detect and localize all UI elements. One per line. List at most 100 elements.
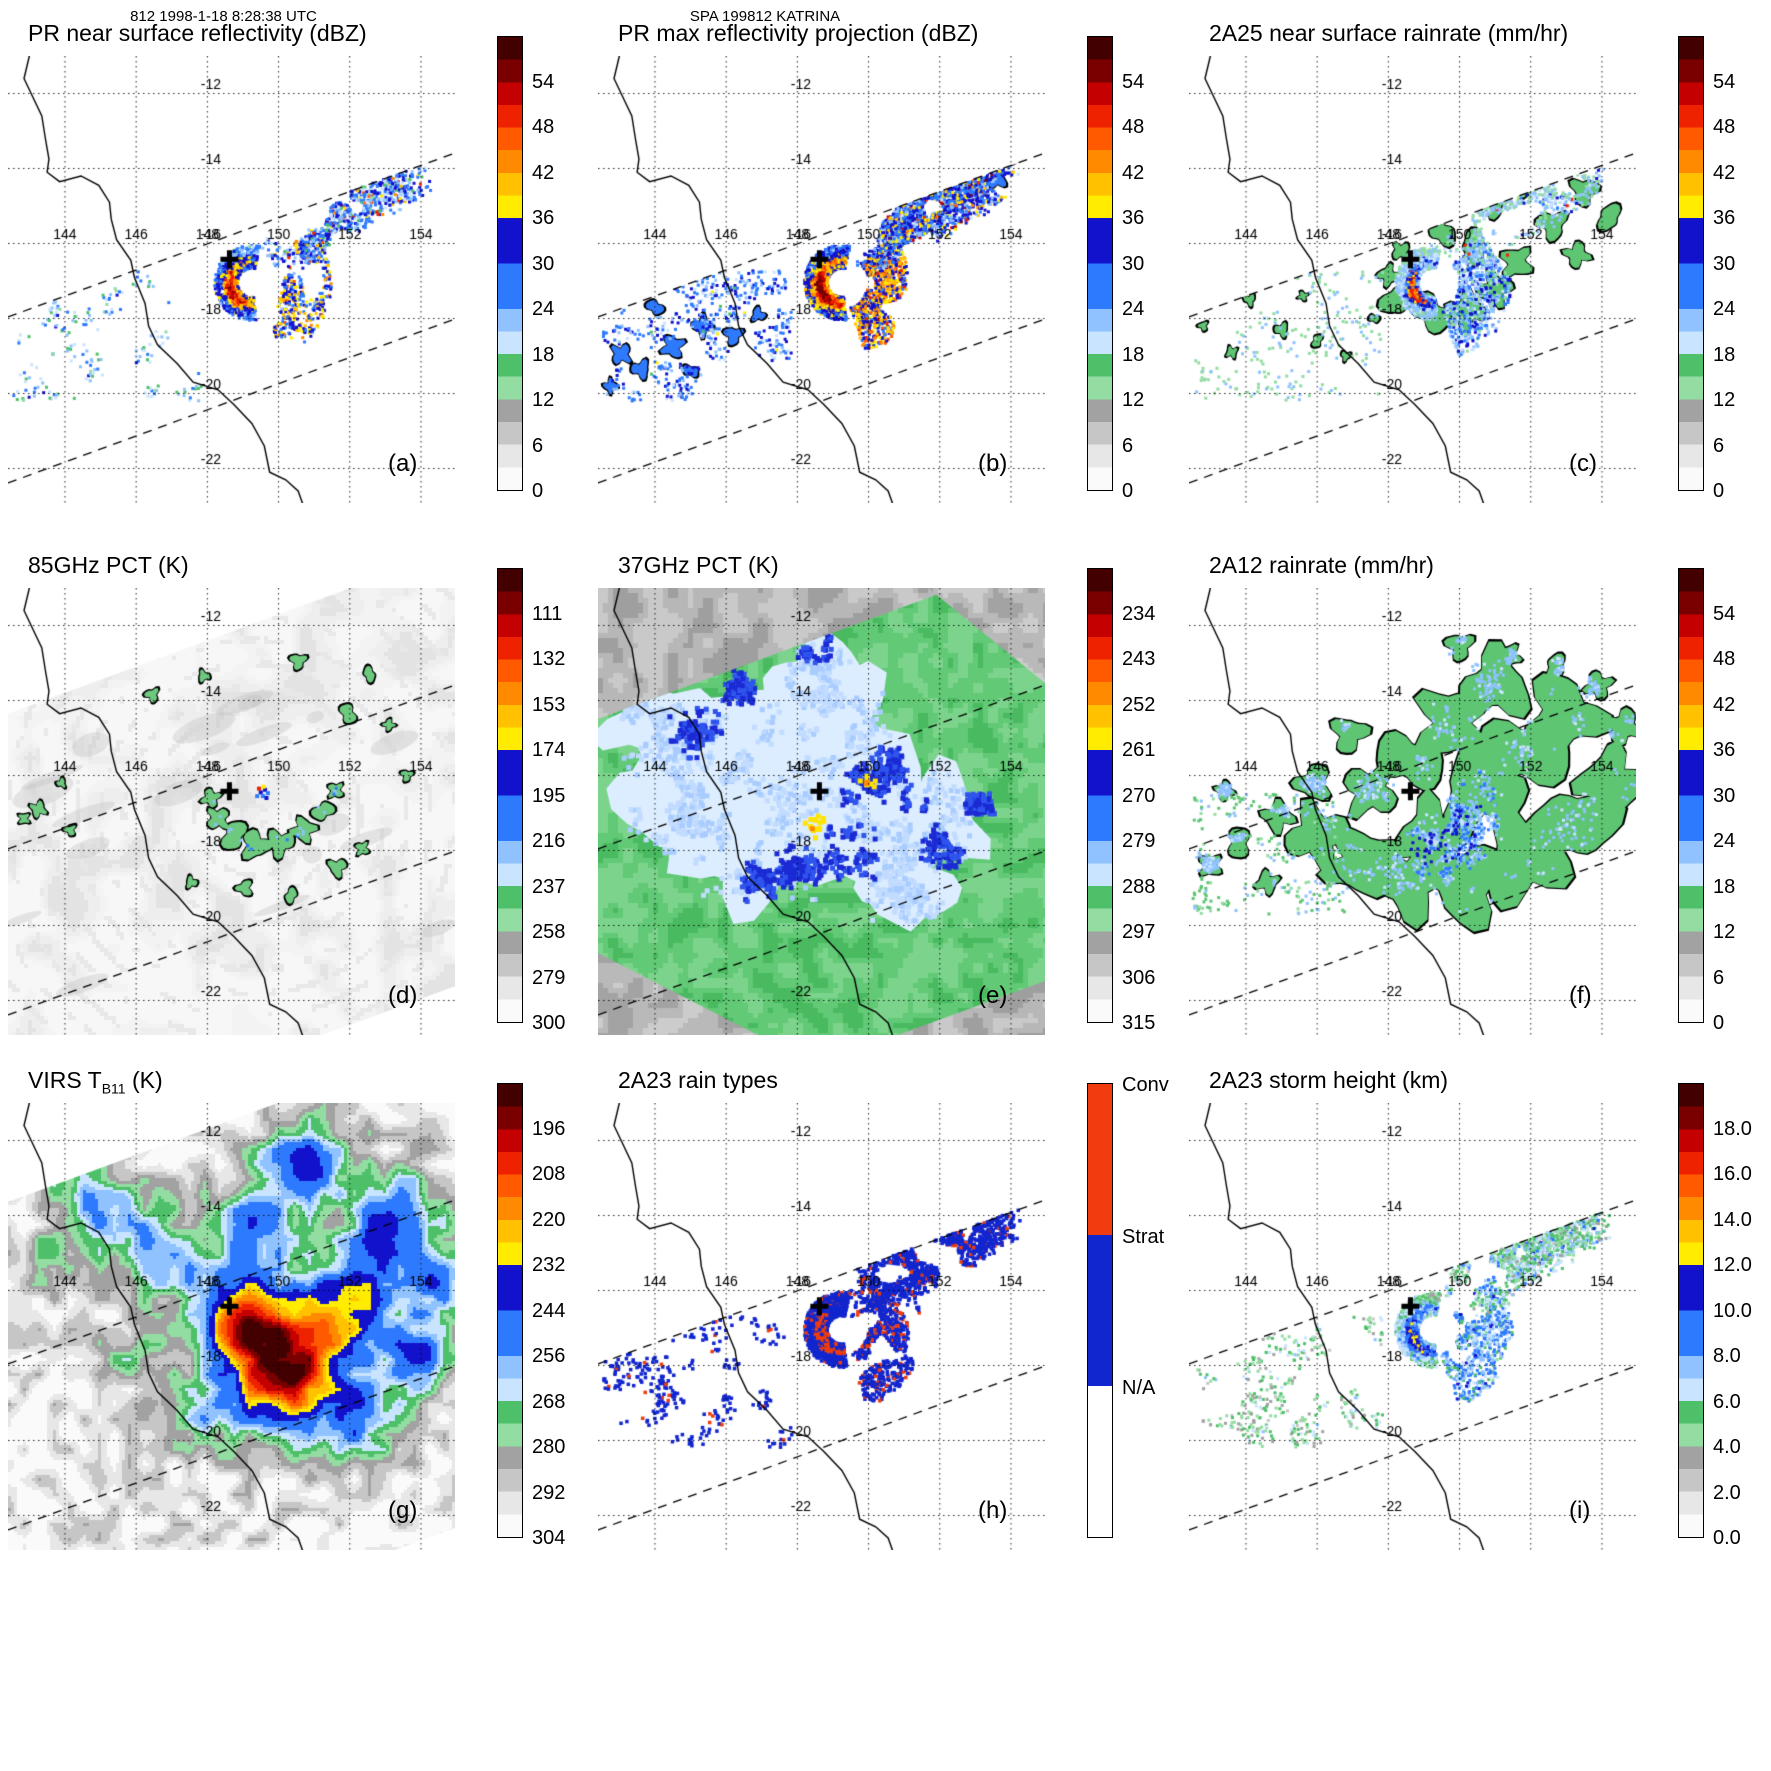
colorbar-tick-label: 12.0 <box>1713 1254 1752 1276</box>
orbit-datetime-header: 812 1998-1-18 8:28:38 UTC <box>130 8 317 25</box>
colorbar-tick-label: 42 <box>1713 161 1736 184</box>
colorbar-tick-label: 12 <box>1122 389 1145 411</box>
colorbar-tick-label: 12 <box>1713 389 1736 411</box>
panel-letter: (b) <box>978 450 1008 477</box>
colorbar-tick-label: 24 <box>1122 298 1145 320</box>
colorbar <box>497 1083 523 1538</box>
map-canvas <box>1189 588 1636 1035</box>
panel-37ghz-pct: 37GHz PCT (K) (e) 234 243 252 261 270 279 288 2… <box>590 532 1180 1092</box>
colorbar-tick-label: 54 <box>1122 70 1145 93</box>
colorbar-tick-label: 36 <box>1122 207 1145 229</box>
colorbar-tick-label: 18 <box>1122 343 1145 366</box>
panel-85ghz-pct: 85GHz PCT (K) (d) 111 132 153 174 195 216 237 2… <box>0 532 590 1092</box>
colorbar-tick-label: 6 <box>1122 434 1134 457</box>
panel-letter: (c) <box>1569 450 1597 477</box>
panel-letter: (i) <box>1569 1497 1591 1524</box>
colorbar-ticks: Conv Strat N/A <box>1122 1074 1182 1538</box>
colorbar-tick-label: 300 <box>532 1012 566 1034</box>
colorbar-tick-label: 6 <box>1713 966 1725 989</box>
colorbar-tick-label: 16.0 <box>1713 1163 1752 1185</box>
colorbar-tick-label: 42 <box>532 161 555 184</box>
colorbar-tick-label: 2.0 <box>1713 1481 1741 1504</box>
colorbar-tick-label: 196 <box>532 1117 566 1140</box>
panel-title-text: 2A12 rainrate (mm/hr) <box>1209 552 1434 578</box>
colorbar-ticks: 54 48 42 36 30 24 18 12 6 0 <box>532 36 592 503</box>
panel-title: PR max reflectivity projection (dBZ) <box>618 20 978 50</box>
colorbar-tick-label: 0 <box>1122 480 1134 502</box>
colorbar-tick-label: 297 <box>1122 921 1156 943</box>
panel-letter: (g) <box>388 1497 418 1524</box>
panel-title: 2A23 rain types <box>618 1067 778 1097</box>
colorbar <box>1087 36 1113 491</box>
colorbar-tick-label: 12 <box>532 389 555 411</box>
colorbar-tick-label: 36 <box>1713 739 1736 761</box>
colorbar-tick-label: 30 <box>1713 252 1736 275</box>
colorbar-tick-label: 292 <box>532 1481 566 1504</box>
colorbar-ticks: 54 48 42 36 30 24 18 12 6 0 <box>1122 36 1182 503</box>
colorbar-tick-label: 174 <box>532 739 566 761</box>
colorbar-tick-label: 244 <box>532 1299 566 1322</box>
colorbar-tick-label: 6.0 <box>1713 1390 1741 1413</box>
map-canvas <box>1189 56 1636 503</box>
colorbar-tick-label: 18 <box>1713 875 1736 898</box>
colorbar-tick-label: 132 <box>532 648 566 670</box>
panel-title: 37GHz PCT (K) <box>618 552 779 582</box>
colorbar-tick-label: 0 <box>1713 1012 1725 1034</box>
map-canvas <box>598 1103 1045 1550</box>
panel-title-text: 2A23 storm height (km) <box>1209 1067 1449 1093</box>
colorbar-tick-label: 280 <box>532 1436 566 1458</box>
panel-2a23-storm-height: 2A23 storm height (km) (i) 18.0 16.0 14.0 1… <box>1181 1047 1771 1607</box>
colorbar-segment-strat <box>1088 1234 1112 1386</box>
colorbar-tick-label: 42 <box>1713 693 1736 716</box>
panel-2a12-rainrate: 2A12 rainrate (mm/hr) (f) 54 48 42 36 30 24 18… <box>1181 532 1771 1092</box>
panel-title: PR near surface reflectivity (dBZ) <box>28 20 367 50</box>
panel-letter: (h) <box>978 1497 1008 1524</box>
colorbar <box>1678 36 1704 491</box>
colorbar-tick-label: 237 <box>532 875 566 898</box>
colorbar-tick-label: 256 <box>532 1345 566 1367</box>
colorbar-tick-label: 153 <box>532 693 566 716</box>
colorbar-ticks: 54 48 42 36 30 24 18 12 6 0 <box>1713 36 1771 503</box>
panel-title-text: PR near surface reflectivity (dBZ) <box>28 20 367 46</box>
colorbar-tick-label: 0.0 <box>1713 1527 1741 1549</box>
colorbar-tick-label: 234 <box>1122 602 1156 625</box>
panel-title-post: (K) <box>125 1067 163 1093</box>
panel-title: 2A12 rainrate (mm/hr) <box>1209 552 1434 582</box>
colorbar-tick-label: 18.0 <box>1713 1117 1752 1140</box>
panel-virs-tb11: VIRS TB11 (K) (g) 196 208 220 232 244 256 268 2… <box>0 1047 590 1607</box>
colorbar-tick-label: 270 <box>1122 784 1156 807</box>
panel-letter: (f) <box>1569 982 1592 1009</box>
colorbar-tick-label: 36 <box>1713 207 1736 229</box>
colorbar-tick-label: 14.0 <box>1713 1208 1752 1231</box>
colorbar-tick-label: 208 <box>532 1163 566 1185</box>
map-canvas <box>598 56 1045 503</box>
colorbar-tick-label: 54 <box>532 70 555 93</box>
colorbar-tick-label: 304 <box>532 1527 566 1549</box>
colorbar-tick-label: 48 <box>532 116 555 138</box>
panel-title-text: PR max reflectivity projection (dBZ) <box>618 20 979 46</box>
colorbar-tick-label: 232 <box>532 1254 566 1276</box>
colorbar-tick-label: 252 <box>1122 693 1156 716</box>
colorbar-tick-label: 243 <box>1122 648 1156 670</box>
colorbar-tick-label: 258 <box>532 921 566 943</box>
panel-title: 2A23 storm height (km) <box>1209 1067 1448 1097</box>
colorbar-tick-label: 30 <box>1713 784 1736 807</box>
colorbar-tick-label: 10.0 <box>1713 1299 1752 1322</box>
panel-pr-near-surface-reflectivity: PR near surface reflectivity (dBZ) (a) 5… <box>0 0 590 560</box>
panel-title-text: 37GHz PCT (K) <box>618 552 779 578</box>
storm-name-header: SPA 199812 KATRINA <box>689 8 841 25</box>
panel-title-text: 2A25 near surface rainrate (mm/hr) <box>1209 20 1569 46</box>
panel-title: 2A25 near surface rainrate (mm/hr) <box>1209 20 1568 50</box>
colorbar-tick-label: 48 <box>1713 116 1736 138</box>
colorbar-segment-na <box>1088 1385 1112 1537</box>
colorbar-tick-label: 24 <box>1713 830 1736 852</box>
colorbar-tick-label: 0 <box>532 480 544 502</box>
colorbar-tick-label: 279 <box>1122 830 1156 852</box>
panel-title-text: 2A23 rain types <box>618 1067 778 1093</box>
colorbar-category-label: Strat <box>1122 1225 1165 1248</box>
colorbar-segment-conv <box>1088 1084 1112 1235</box>
map-canvas <box>8 56 455 503</box>
colorbar-tick-label: 24 <box>1713 298 1736 320</box>
colorbar <box>1678 568 1704 1023</box>
map-canvas <box>1189 1103 1636 1550</box>
